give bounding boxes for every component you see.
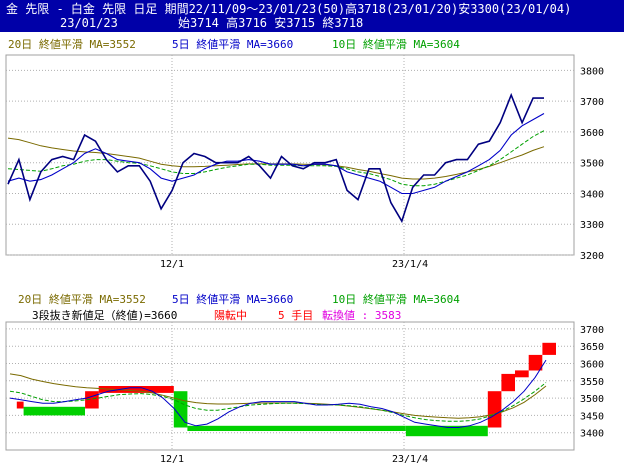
- y-tick-label: 3500: [580, 394, 604, 405]
- top-series-group: [7, 92, 545, 224]
- kagi-up-block: [16, 401, 24, 409]
- kagi-up-block: [501, 373, 515, 392]
- kagi-down-block: [23, 406, 86, 416]
- y-tick-label: 3500: [580, 159, 604, 170]
- x-tick-label: 23/1/4: [392, 454, 428, 465]
- bottom-ma5-line: [9, 359, 547, 428]
- top-grid: [6, 55, 574, 256]
- y-tick-label: 3450: [580, 411, 604, 422]
- top-price-line: [7, 92, 544, 224]
- bottom-legend-ma5: 5日 終値平滑 MA=3660: [172, 292, 293, 306]
- y-tick-label: 3400: [580, 429, 604, 440]
- turn-value: 転換値 : 3583: [322, 309, 401, 322]
- y-tick-label: 3800: [580, 66, 604, 77]
- chart-header: 金 先限 - 白金 先限 日足 期間22/11/09～23/01/23(50)高…: [0, 0, 624, 32]
- bottom-series-group: [9, 359, 547, 428]
- top-x-axis: 12/1 23/1/4: [160, 259, 428, 270]
- top-plot-area: [5, 54, 575, 256]
- bottom-legend-ma20: 20日 終値平滑 MA=3552: [18, 292, 146, 306]
- x-tick-label: 12/1: [160, 454, 184, 465]
- top-legend-ma5: 5日 終値平滑 MA=3660: [172, 37, 293, 51]
- y-tick-label: 3300: [580, 220, 604, 231]
- top-y-axis: 3200 3300 3400 3500 3600 3700 3800: [580, 66, 604, 262]
- bottom-ma10-line: [9, 382, 547, 422]
- bottom-legend-ma10: 10日 終値平滑 MA=3604: [332, 292, 460, 306]
- header-ohlc: 始3714 高3716 安3715 終3718: [178, 16, 364, 30]
- kagi-up-block: [515, 370, 529, 378]
- kagi-title: 3段抜き新値足（終値)=3660: [32, 308, 177, 322]
- bottom-y-axis: 3400 3450 3500 3550 3600 3650 3700: [580, 325, 604, 440]
- kagi-down-block: [405, 425, 488, 437]
- y-tick-label: 3600: [580, 360, 604, 371]
- header-title: 金 先限 - 白金 先限 日足 期間22/11/09～23/01/23(50)高…: [6, 2, 572, 16]
- top-legend-ma10: 10日 終値平滑 MA=3604: [332, 37, 460, 51]
- y-tick-label: 3550: [580, 377, 604, 388]
- y-tick-label: 3400: [580, 189, 604, 200]
- kagi-up-block: [542, 342, 556, 355]
- kagi-up-block: [528, 354, 543, 371]
- y-tick-label: 3200: [580, 251, 604, 262]
- top-ma10-line: [7, 130, 545, 187]
- bottom-x-axis: 12/1 23/1/4: [160, 454, 428, 465]
- kagi-up-block: [98, 386, 174, 393]
- y-tick-label: 3700: [580, 97, 604, 108]
- y-tick-label: 3600: [580, 128, 604, 139]
- y-tick-label: 3650: [580, 342, 604, 353]
- top-legend-ma20: 20日 終値平滑 MA=3552: [8, 37, 136, 51]
- y-tick-label: 3700: [580, 325, 604, 336]
- reversal-status: 陽転中: [214, 309, 247, 322]
- header-date: 23/01/23: [60, 16, 118, 30]
- kagi-blocks-group: [16, 342, 556, 437]
- kagi-down-block: [187, 425, 406, 431]
- kagi-up-block: [487, 391, 502, 428]
- top-ma5-line: [7, 113, 545, 195]
- step-count: 5 手目: [278, 308, 313, 322]
- x-tick-label: 23/1/4: [392, 259, 428, 270]
- x-tick-label: 12/1: [160, 259, 184, 270]
